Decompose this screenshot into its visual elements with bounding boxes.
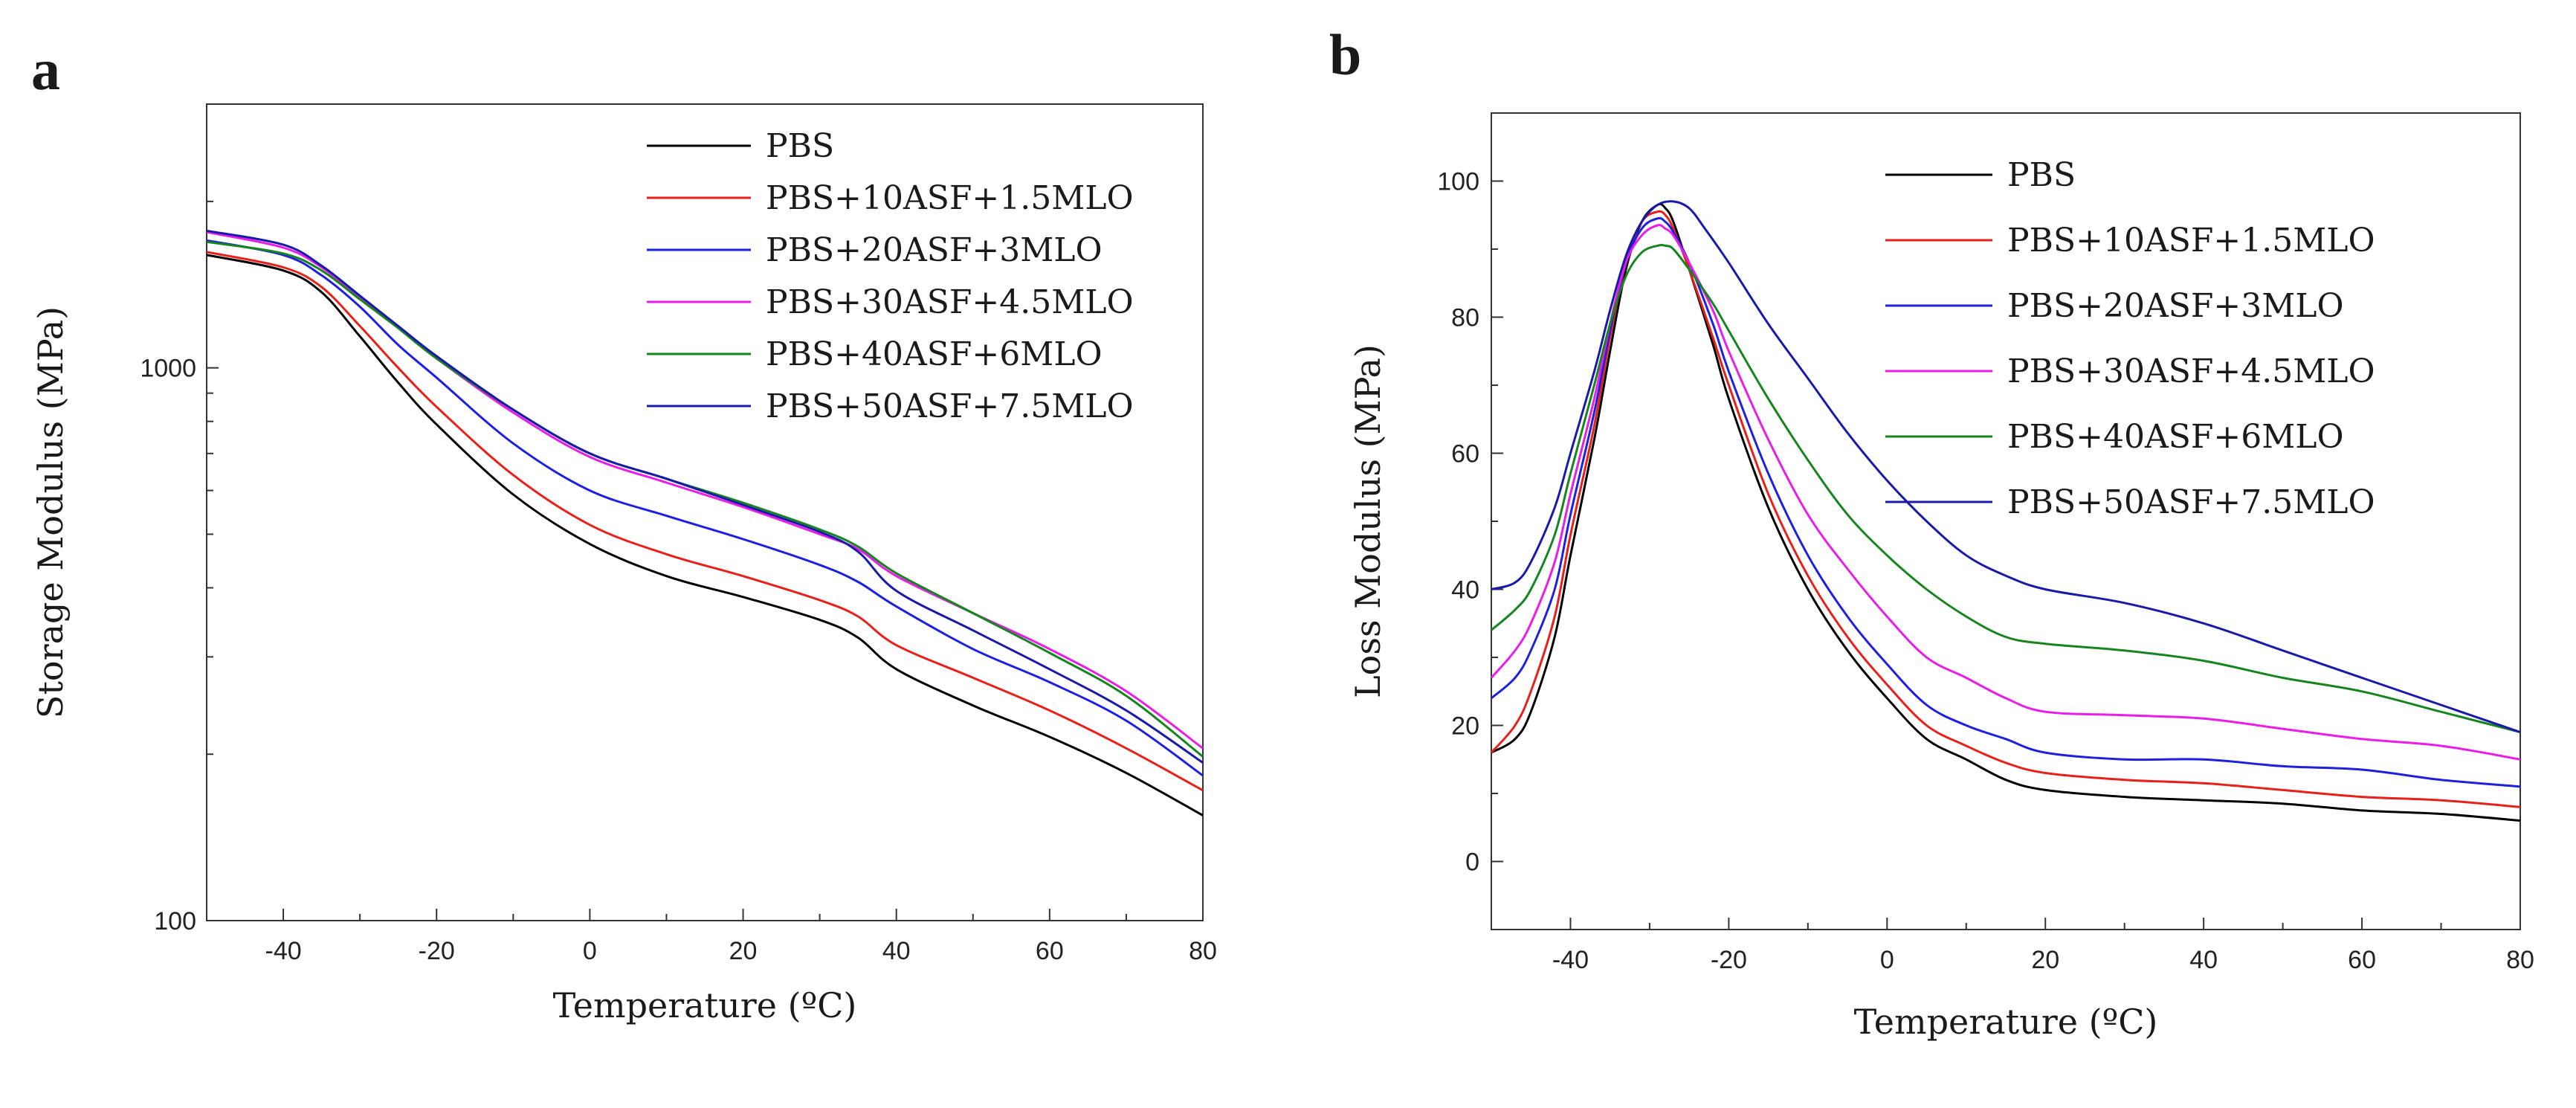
x-tick-label: 20: [729, 937, 758, 965]
series-line-2: [206, 239, 1204, 777]
series-line-4: [1491, 244, 2521, 734]
y-tick-label: 60: [1451, 440, 1479, 468]
series-line-1: [206, 251, 1204, 792]
x-axis-title-b: Temperature (ºC): [1854, 1002, 2158, 1042]
panel-b-loss-modulus-chart: b -40 -20 0 20 40 60 80 0 20 40 60 80 100 Loss Modul…: [1329, 22, 2534, 1042]
x-tick-label: 40: [882, 937, 911, 965]
series-line-5: [206, 229, 1204, 764]
x-tick-label: 80: [2506, 946, 2534, 974]
y-tick-label: 40: [1451, 576, 1479, 605]
x-tick-label: -20: [1711, 946, 1747, 974]
y-tick-label: 100: [154, 907, 196, 935]
x-tick-label: 0: [583, 937, 597, 965]
legend-label-1: PBS+10ASF+1.5MLO: [766, 179, 1134, 217]
legend-label-5: PBS+50ASF+7.5MLO: [2007, 483, 2375, 521]
legend-label-1: PBS+10ASF+1.5MLO: [2007, 222, 2375, 260]
legend-label-0: PBS: [2007, 156, 2076, 194]
y-tick-label: 0: [1465, 848, 1479, 877]
y-axis-title-b: Loss Modulus (MPa): [1348, 344, 1388, 698]
y-tick-label: 20: [1451, 712, 1479, 741]
legend-label-3: PBS+30ASF+4.5MLO: [766, 283, 1134, 321]
legend-label-4: PBS+40ASF+6MLO: [2007, 418, 2344, 456]
y-tick-label: 100: [1437, 168, 1479, 196]
series-lines-b: [1490, 200, 2521, 822]
series-line-3: [1490, 224, 2521, 761]
x-tick-label: 0: [1880, 946, 1894, 974]
legend-b: PBS PBS+10ASF+1.5MLO PBS+20ASF+3MLO PBS+30A…: [1885, 156, 2375, 521]
legend-label-2: PBS+20ASF+3MLO: [766, 231, 1103, 269]
series-line-3: [206, 231, 1204, 750]
series-line-5: [1491, 200, 2521, 734]
axes-a: -40 -20 0 20 40 60 80 100 1000: [140, 200, 1217, 965]
series-line-0: [1491, 202, 2521, 822]
x-tick-label: 80: [1189, 937, 1217, 965]
series-lines-a: [206, 229, 1204, 816]
legend-label-0: PBS: [766, 127, 834, 165]
x-tick-label: -20: [419, 937, 455, 965]
legend-label-2: PBS+20ASF+3MLO: [2007, 287, 2344, 325]
y-tick-label: 1000: [140, 355, 196, 383]
x-tick-label: 60: [1036, 937, 1064, 965]
series-line-2: [1491, 216, 2521, 788]
series-line-0: [206, 254, 1204, 816]
legend-label-3: PBS+30ASF+4.5MLO: [2007, 352, 2375, 390]
legend-a: PBS PBS+10ASF+1.5MLO PBS+20ASF+3MLO PBS+30A…: [647, 127, 1134, 425]
x-tick-label: 60: [2348, 946, 2376, 974]
x-tick-label: -40: [265, 937, 302, 965]
axes-b: -40 -20 0 20 40 60 80 0 20 40 60 80 100: [1437, 112, 2534, 974]
legend-label-5: PBS+50ASF+7.5MLO: [766, 387, 1134, 425]
x-tick-label: 40: [2189, 946, 2218, 974]
legend-label-4: PBS+40ASF+6MLO: [766, 335, 1103, 373]
panel-a-storage-modulus-chart: a -40 -20 0 20 40 60 80 100 1000 Storage Modulus…: [30, 37, 1217, 1025]
series-line-1: [1490, 210, 2521, 808]
y-tick-label: 80: [1451, 304, 1479, 332]
y-axis-title-a: Storage Modulus (MPa): [30, 306, 71, 718]
panel-b-letter: b: [1329, 22, 1361, 87]
plot-frame-a: [206, 103, 1204, 921]
x-tick-label: 20: [2031, 946, 2059, 974]
x-axis-title-a: Temperature (ºC): [553, 985, 857, 1025]
x-tick-label: -40: [1552, 946, 1589, 974]
panel-a-letter: a: [31, 37, 60, 102]
